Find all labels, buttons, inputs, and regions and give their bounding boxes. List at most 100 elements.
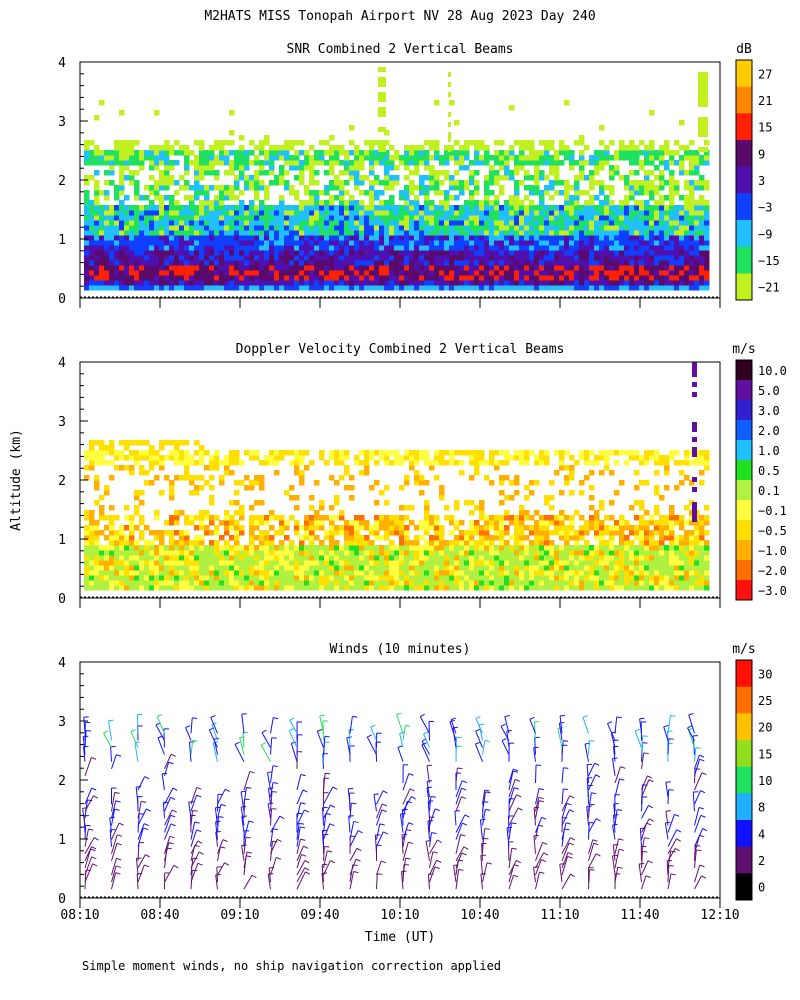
snr-unit: dB [736, 42, 752, 57]
colorbar-swatch [736, 193, 752, 221]
y-axis-label: Altitude (km) [9, 429, 24, 531]
colorbar-label: −9 [758, 227, 772, 241]
y-tick-label: 2 [58, 474, 66, 489]
colorbar-frame [735, 359, 753, 601]
y-tick-label: 0 [58, 892, 66, 907]
colorbar-swatch [736, 660, 752, 688]
wind-barbs [82, 712, 708, 890]
colorbar-label: −2.0 [758, 564, 787, 578]
colorbar-swatch [736, 520, 752, 541]
colorbar-swatch [736, 793, 752, 821]
colorbar-swatch [736, 686, 752, 714]
snr-heatmap [84, 67, 710, 291]
y-tick-label: 0 [58, 592, 66, 607]
colorbar-swatch [736, 440, 752, 461]
colorbar-swatch [736, 560, 752, 581]
x-tick-label: 11:10 [540, 908, 579, 923]
colorbar-label: −0.1 [758, 504, 787, 518]
winds-unit: m/s [732, 642, 755, 657]
colorbar-label: 30 [758, 667, 772, 681]
colorbar-label: −21 [758, 281, 780, 295]
colorbar-swatch [736, 220, 752, 248]
colorbar-swatch [736, 580, 752, 601]
y-tick-label: 2 [58, 174, 66, 189]
colorbar-label: −3 [758, 201, 772, 215]
x-tick-label: 10:40 [460, 908, 499, 923]
x-tick-label: 09:10 [220, 908, 259, 923]
colorbar-label: 0.1 [758, 484, 780, 498]
colorbar-swatch [736, 480, 752, 501]
colorbar-swatch [736, 766, 752, 794]
colorbar-swatch [736, 140, 752, 168]
colorbar-label: 10 [758, 774, 772, 788]
colorbar-label: 8 [758, 801, 765, 815]
doppler-unit: m/s [732, 342, 755, 357]
colorbar-swatch [736, 740, 752, 768]
colorbar-swatch [736, 166, 752, 194]
colorbar-label: −3.0 [758, 584, 787, 598]
doppler-panel: Doppler Velocity Combined 2 Vertical Bea… [58, 342, 787, 608]
colorbar-swatch [736, 273, 752, 301]
y-tick-label: 0 [58, 292, 66, 307]
y-tick-label: 1 [58, 533, 66, 548]
colorbar-label: 25 [758, 694, 772, 708]
colorbar-swatch [736, 400, 752, 421]
colorbar-label: 3 [758, 174, 765, 188]
colorbar-label: 9 [758, 147, 765, 161]
y-tick-label: 3 [58, 415, 66, 430]
colorbar-swatch [736, 420, 752, 441]
y-tick-label: 2 [58, 774, 66, 789]
x-tick-label: 12:10 [700, 908, 739, 923]
snr-y-axis: 0 1 2 3 4 [58, 56, 721, 308]
x-tick-label: 08:40 [140, 908, 179, 923]
colorbar-label: 0.5 [758, 464, 780, 478]
colorbar-swatch [736, 60, 752, 88]
colorbar-label: 3.0 [758, 404, 780, 418]
y-tick-label: 4 [58, 656, 66, 671]
figure-title: M2HATS MISS Tonopah Airport NV 28 Aug 20… [204, 9, 595, 24]
colorbar-swatch [736, 113, 752, 141]
y-tick-label: 4 [58, 56, 66, 71]
colorbar-label: 4 [758, 827, 765, 841]
colorbar-label: −15 [758, 254, 780, 268]
snr-panel: SNR Combined 2 Vertical Beams 0 1 2 3 4 dB 2… [58, 42, 780, 308]
colorbar-label: 1.0 [758, 444, 780, 458]
winds-panel: Winds (10 minutes) 0 1 2 3 4 08:10 08:40 09:10… [58, 642, 772, 945]
colorbar-label: 15 [758, 121, 772, 135]
colorbar-label: −0.5 [758, 524, 787, 538]
y-tick-label: 4 [58, 356, 66, 371]
colorbar-swatch [736, 873, 752, 901]
colorbar-swatch [736, 246, 752, 274]
doppler-y-axis: 0 1 2 3 4 [58, 356, 721, 608]
colorbar-label: 10.0 [758, 364, 787, 378]
x-tick-label: 11:40 [620, 908, 659, 923]
colorbar-swatch [736, 820, 752, 848]
colorbar-swatch [736, 500, 752, 521]
footer-note: Simple moment winds, no ship navigation … [82, 959, 501, 973]
x-tick-label: 09:40 [300, 908, 339, 923]
colorbar-frame [735, 659, 753, 901]
x-tick-label: 08:10 [60, 908, 99, 923]
colorbar-frame [735, 59, 753, 301]
colorbar-swatch [736, 460, 752, 481]
snr-colorbar: 27 21 15 9 3 −3 −9 −15 −21 [735, 59, 780, 301]
colorbar-label: 27 [758, 67, 772, 81]
doppler-colorbar: 10.0 5.0 3.0 2.0 1.0 0.5 0.1 −0.1 −0.5 −1.0 −2.0 −3… [735, 359, 787, 601]
colorbar-swatch [736, 540, 752, 561]
colorbar-swatch [736, 86, 752, 114]
y-tick-label: 3 [58, 715, 66, 730]
winds-y-axis: 0 1 2 3 4 [58, 656, 721, 908]
colorbar-label: −1.0 [758, 544, 787, 558]
snr-title: SNR Combined 2 Vertical Beams [287, 42, 514, 57]
x-tick-label: 10:10 [380, 908, 419, 923]
y-tick-label: 1 [58, 233, 66, 248]
doppler-heatmap [84, 362, 710, 591]
doppler-title: Doppler Velocity Combined 2 Vertical Bea… [236, 342, 565, 357]
colorbar-label: 15 [758, 747, 772, 761]
colorbar-swatch [736, 360, 752, 381]
colorbar-swatch [736, 846, 752, 874]
y-tick-label: 3 [58, 115, 66, 130]
y-tick-label: 1 [58, 833, 66, 848]
